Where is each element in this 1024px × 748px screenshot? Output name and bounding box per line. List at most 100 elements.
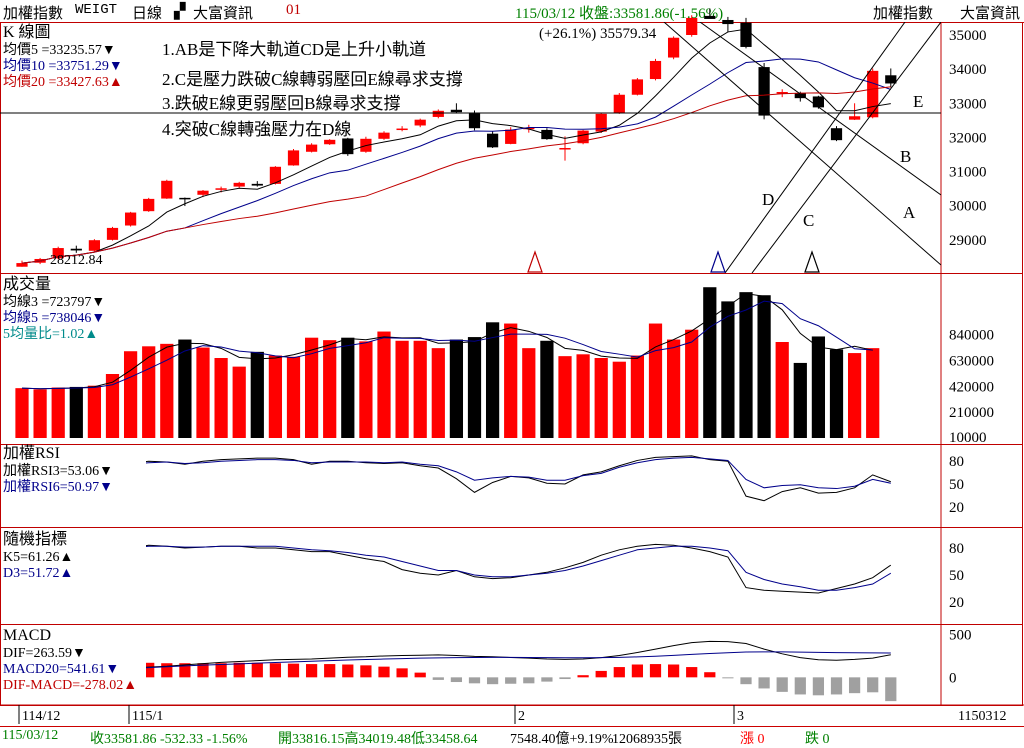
status-up-count: 漲 0 <box>740 732 765 747</box>
macd-osc-bar <box>215 663 227 678</box>
index-name: 加權指數 <box>3 6 64 22</box>
volume-bar <box>232 366 246 438</box>
candle-body <box>70 248 82 251</box>
rsi-tick: 80 <box>949 454 964 470</box>
macd-legend-2: DIF-MACD=-278.02▲ <box>3 678 137 693</box>
volume-bar <box>576 354 590 438</box>
macd-osc-bar <box>179 663 191 678</box>
grid-icon[interactable]: ▞ <box>174 4 186 20</box>
candle-body <box>758 67 770 116</box>
annotation-note-2: 2.C是壓力跌破C線轉弱壓回E線尋求支撐 <box>162 70 463 89</box>
candle-body <box>233 182 245 187</box>
trend-line-C <box>724 22 906 273</box>
rsi-tick: 20 <box>949 500 964 516</box>
macd-osc-bar <box>432 677 444 680</box>
candle-body <box>161 180 173 199</box>
price-tick: 32000 <box>949 130 987 146</box>
candle-body <box>848 116 861 120</box>
triangle-marker <box>527 250 543 273</box>
volume-bar <box>612 361 626 438</box>
volume-bar <box>757 295 771 438</box>
trend-label-C: C <box>803 211 814 230</box>
volume-bar <box>268 355 283 438</box>
volume-bar <box>594 358 608 438</box>
period-label[interactable]: 日線 <box>132 6 163 22</box>
macd-osc-bar <box>523 677 535 684</box>
x-axis-label: 115/1 <box>132 709 163 724</box>
right-index-name: 加權指數 <box>873 6 934 22</box>
rsi-header-bg <box>1 445 146 494</box>
trend-label-A: A <box>903 203 916 222</box>
macd-osc-bar <box>305 664 318 678</box>
macd-title: MACD <box>3 627 51 644</box>
candle-body <box>450 109 463 113</box>
macd-header: MACD DIF=263.59▼MACD20=541.61▼DIF-MACD=-2… <box>1 627 146 693</box>
volume-bar <box>160 343 174 438</box>
rsi6-line <box>22 456 891 490</box>
candle-body <box>143 198 155 212</box>
candle-body <box>269 166 282 184</box>
right-provider: 大富資訊 <box>960 6 1021 22</box>
volume-bar <box>123 351 138 438</box>
macd-osc-bar <box>631 664 644 678</box>
candle-body <box>432 110 444 117</box>
volume-bar <box>395 340 409 438</box>
macd-osc-bar <box>595 670 607 678</box>
volume-bar <box>811 336 826 438</box>
price-tick: 33000 <box>949 96 987 112</box>
candle-body <box>812 96 825 108</box>
macd-osc-bar <box>740 677 752 685</box>
price-tick: 31000 <box>949 165 987 181</box>
volume-bar <box>703 287 717 438</box>
trend-label-D: D <box>762 190 774 209</box>
macd-osc-bar <box>830 677 843 695</box>
page-number: 01 <box>286 2 301 18</box>
d3-line <box>21 545 892 591</box>
stock-chart[interactable]: 3500034000330003200031000300002900084000… <box>0 0 1024 726</box>
kd-title: 隨機指標 <box>3 530 67 548</box>
status-ohl: 開33816.15高34019.48低33458.64 <box>278 732 478 747</box>
volume-bar <box>540 340 554 438</box>
status-date: 115/03/12 <box>2 728 59 743</box>
kline-legend-0: 均價5 =33235.57▼ <box>3 41 116 58</box>
x-axis-right-label: 1150312 <box>958 709 1006 724</box>
volume-bar <box>793 362 807 438</box>
kd-tick: 50 <box>949 568 964 584</box>
volume-bar <box>214 358 228 438</box>
status-lots: 12068935張 <box>612 732 682 747</box>
volume-bar <box>685 329 699 438</box>
candle-body <box>468 113 481 129</box>
candle-body <box>595 113 607 132</box>
candle-body <box>631 79 644 95</box>
macd-tick: 0 <box>949 670 957 686</box>
price-ma5-line <box>21 28 891 264</box>
candle-body <box>559 148 571 150</box>
kd-header: 隨機指標 K5=61.26▲D3=51.72▲ <box>1 530 146 581</box>
volume-bar <box>250 351 264 438</box>
macd-osc-bar <box>867 677 879 693</box>
volume-title: 成交量 <box>3 275 51 293</box>
macd-osc-bar <box>233 662 245 678</box>
macd-header-bg <box>1 627 146 692</box>
volume-bar <box>431 348 445 438</box>
title-bar: 加權指數 WEIGT 日線 ▞ 大富資訊 01 115/03/12 收盤:335… <box>0 0 1024 23</box>
candle-body <box>414 119 426 126</box>
status-down-count: 跌 0 <box>805 732 830 747</box>
macd-osc-bar <box>269 663 282 678</box>
macd-osc-bar <box>541 677 553 682</box>
quote-text: 115/03/12 收盤:33581.86(-1.56%) <box>515 6 724 22</box>
macd-osc-bar <box>649 664 662 678</box>
volume-bar <box>866 348 880 438</box>
annotation-note-4: 4.突破C線轉強壓力在D線 <box>162 120 351 139</box>
macd-osc-bar <box>559 677 571 680</box>
macd-legend-1: MACD20=541.61▼ <box>3 662 119 677</box>
candle-body <box>686 17 698 35</box>
volume-tick: 210000 <box>949 405 994 421</box>
volume-bar <box>69 386 83 438</box>
triangle-marker <box>804 250 820 273</box>
trend-lines <box>0 22 941 273</box>
volume-bar <box>105 374 120 438</box>
volume-tick: 630000 <box>949 353 994 369</box>
symbol-code: WEIGT <box>75 2 118 18</box>
